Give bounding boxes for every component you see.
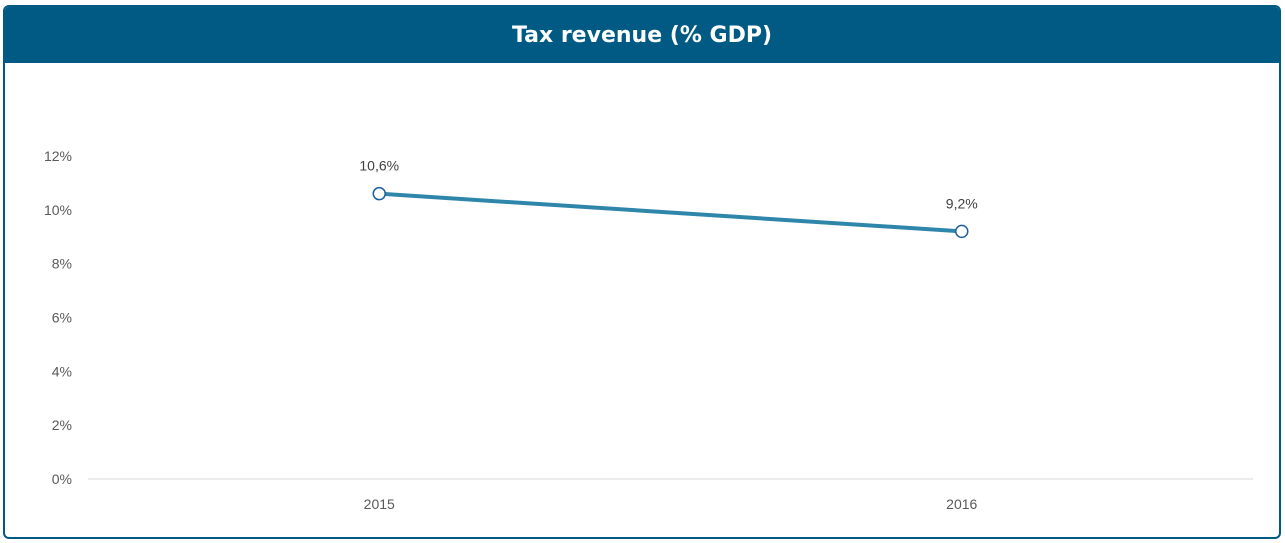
y-tick-label: 10% [44, 202, 72, 218]
y-tick-label: 4% [52, 363, 72, 379]
x-tick-label: 2016 [946, 496, 977, 512]
y-tick-label: 8% [52, 256, 72, 272]
y-tick-label: 12% [44, 148, 72, 164]
chart-header: Tax revenue (% GDP) [5, 7, 1279, 63]
y-tick-label: 0% [52, 471, 72, 487]
y-tick-label: 2% [52, 417, 72, 433]
series-line [379, 191, 962, 234]
data-point [955, 224, 969, 239]
data-point [372, 186, 386, 201]
chart-card: Tax revenue (% GDP) [3, 5, 1281, 539]
data-label: 9,2% [946, 195, 978, 211]
chart-title: Tax revenue (% GDP) [511, 22, 773, 48]
x-tick-label: 2015 [364, 496, 395, 512]
y-tick-label: 6% [52, 310, 72, 326]
data-label: 10,6% [359, 158, 399, 174]
